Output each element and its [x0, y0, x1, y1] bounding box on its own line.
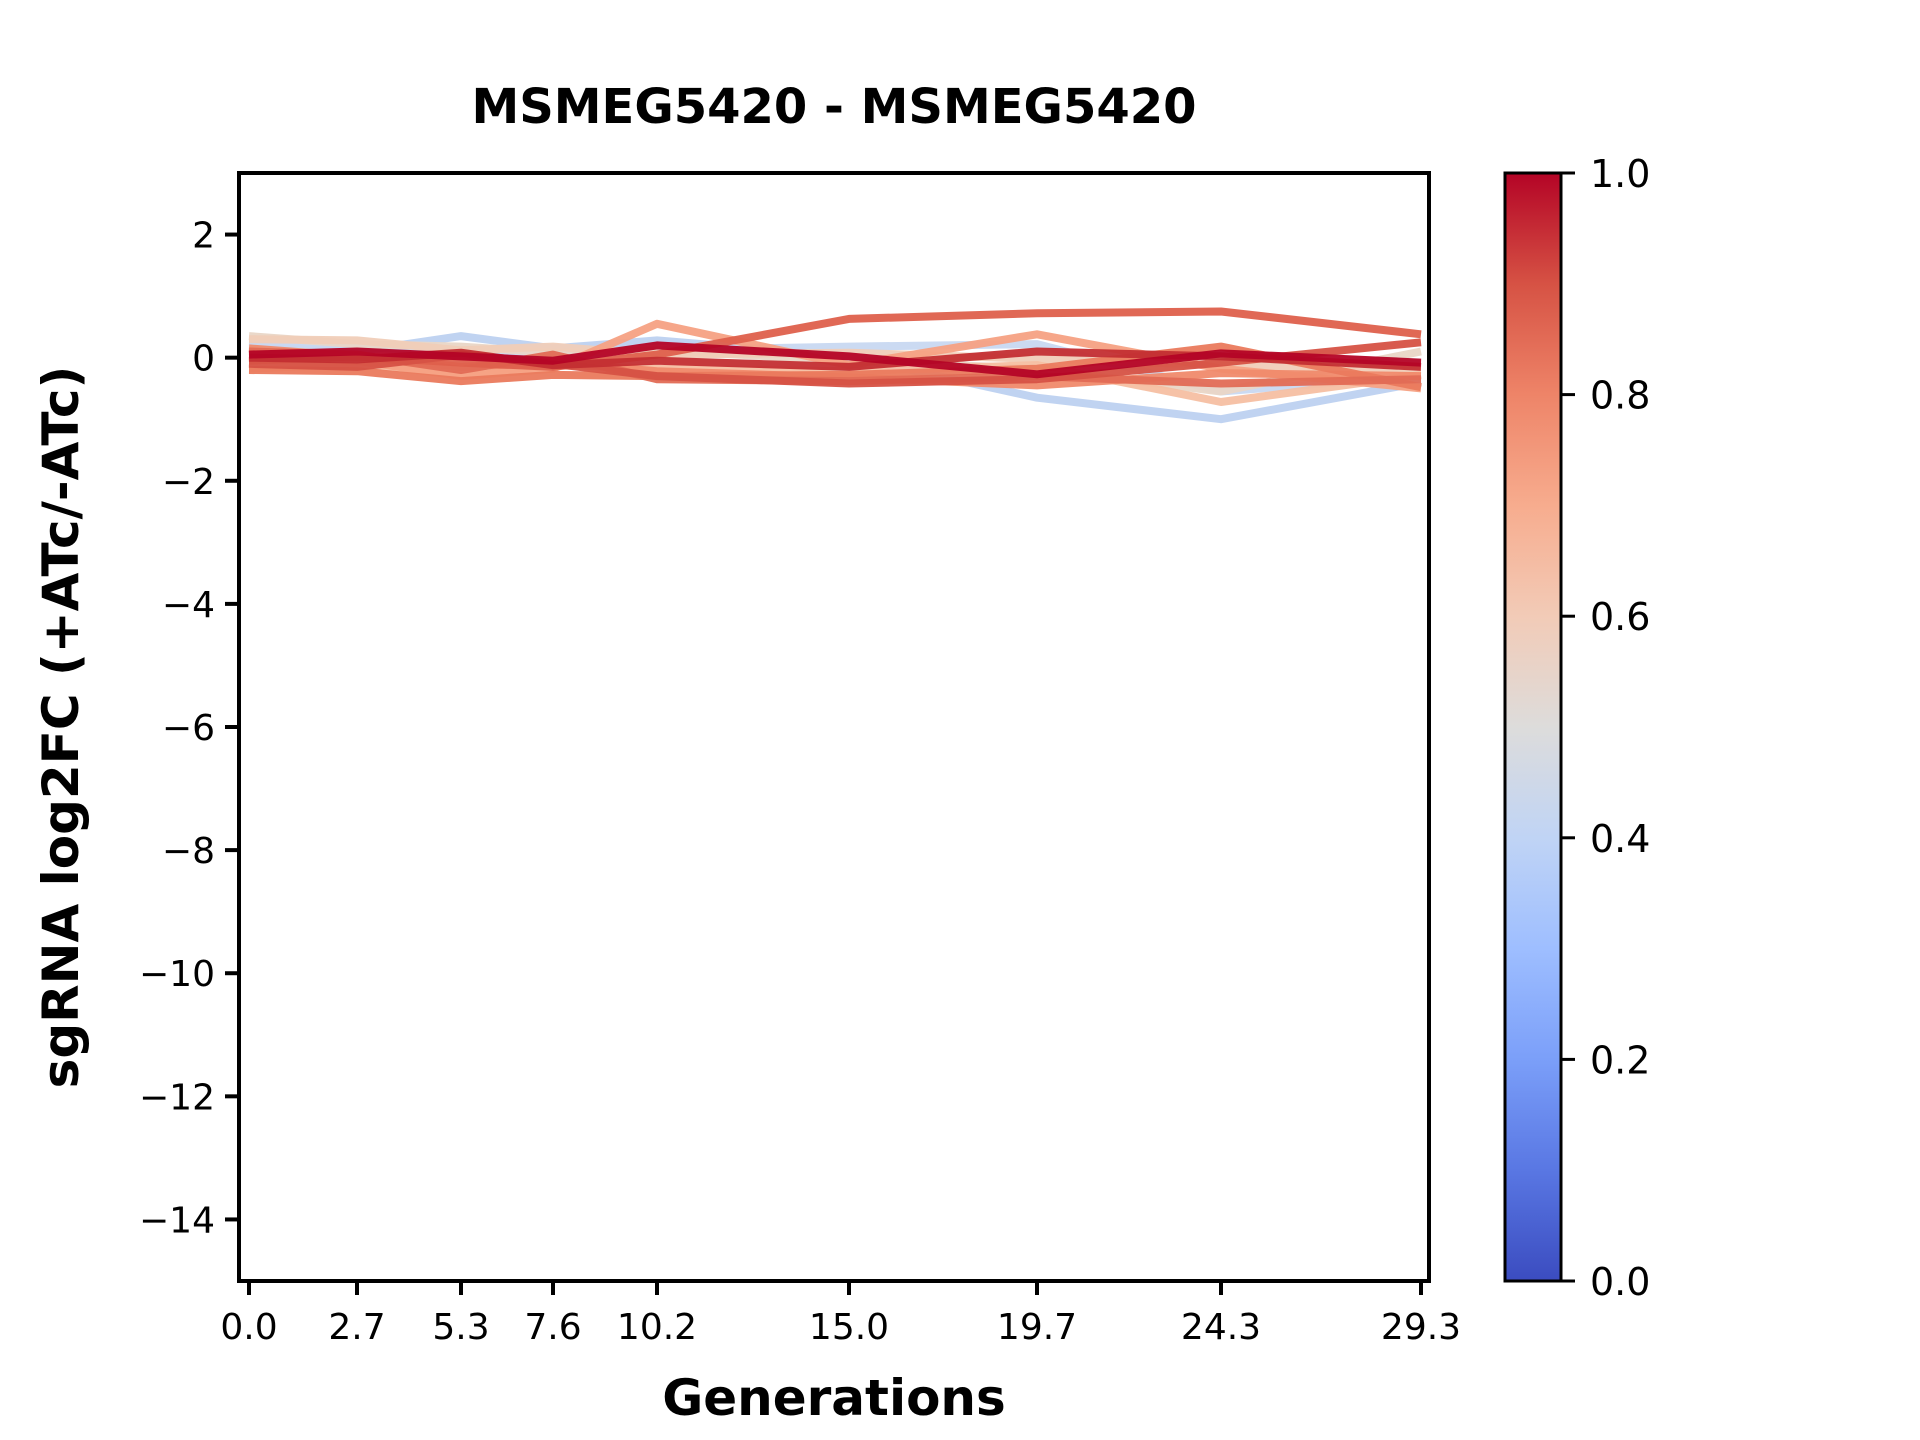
x-tick-label: 15.0 [809, 1307, 889, 1348]
series-line-12 [248, 347, 1422, 371]
colorbar-tick-label: 0.2 [1590, 1038, 1650, 1082]
y-axis-label: sgRNA log2FC (+ATc/-ATc) [32, 366, 90, 1089]
x-tick-label: 2.7 [328, 1307, 385, 1348]
y-tick-label: 0 [192, 339, 215, 380]
x-tick-label: 24.3 [1181, 1307, 1261, 1348]
colorbar-tick-label: 0.0 [1590, 1260, 1650, 1304]
x-tick-label: 29.3 [1381, 1307, 1461, 1348]
y-tick-label: −10 [139, 954, 215, 995]
colorbar-tick-label: 1.0 [1590, 152, 1650, 196]
x-tick-label: 0.0 [220, 1307, 277, 1348]
y-axis-ticks: 2 0 −2 −4 −6 −8 −10 −12 −14 [139, 216, 239, 1241]
y-tick-label: 2 [192, 216, 215, 257]
colorbar-tick-label: 0.4 [1590, 817, 1650, 861]
colorbar-tick-label: 0.8 [1590, 374, 1650, 418]
series-line-11 [248, 338, 1422, 388]
x-tick-label: 5.3 [432, 1307, 489, 1348]
x-tick-label: 7.6 [524, 1307, 581, 1348]
x-axis-ticks: 0.0 2.7 5.3 7.6 10.2 15.0 19.7 24.3 29.3 [220, 1281, 1461, 1348]
y-tick-label: −8 [162, 831, 215, 872]
y-tick-label: −4 [162, 585, 215, 626]
colorbar-tick-label: 0.6 [1590, 595, 1650, 639]
series-line-13 [248, 341, 1422, 379]
y-tick-label: −14 [139, 1200, 215, 1241]
x-tick-label: 10.2 [617, 1307, 697, 1348]
x-axis-label: Generations [662, 1369, 1006, 1427]
x-tick-label: 19.7 [997, 1307, 1077, 1348]
y-tick-label: −6 [162, 708, 215, 749]
y-tick-label: −12 [139, 1077, 215, 1118]
colorbar-ticks: 1.0 0.8 0.6 0.4 0.2 0.0 [1561, 152, 1650, 1304]
colorbar [1503, 171, 1563, 1283]
chart-title: MSMEG5420 - MSMEG5420 [471, 79, 1196, 135]
line-series-group [248, 307, 1422, 424]
y-tick-label: −2 [162, 462, 215, 503]
